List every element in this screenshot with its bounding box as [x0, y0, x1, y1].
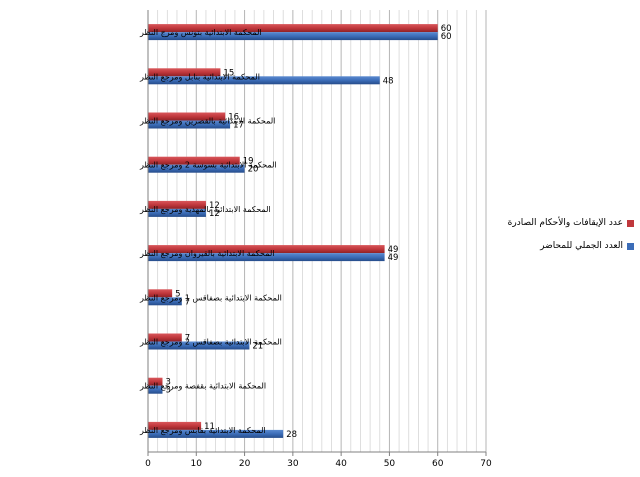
legend-swatch-red	[627, 219, 634, 227]
data-label: 21	[252, 342, 263, 352]
category-label: المحكمة الابتدائية بصفاقس 2 ومرجع النظر	[139, 338, 282, 347]
category-label: المحكمة الابتدائية بنابل ومرجع النظر	[139, 72, 260, 81]
bar-red-9	[148, 421, 202, 430]
bar-blue-2	[148, 120, 231, 129]
bar-red-8	[148, 377, 163, 386]
data-label: 20	[248, 165, 259, 175]
x-tick-label: 10	[191, 459, 203, 469]
data-label: 49	[388, 253, 399, 263]
data-label: 49	[388, 245, 399, 255]
data-label: 16	[228, 113, 239, 123]
bar-blue-5	[148, 253, 385, 262]
data-label: 28	[286, 430, 297, 440]
legend-swatch-blue	[627, 242, 634, 250]
bar-red-3	[148, 156, 240, 165]
bar-blue-3	[148, 164, 245, 173]
x-tick-label: 40	[335, 459, 347, 469]
data-label: 17	[233, 121, 244, 131]
legend-label-series-0: عدد الإيقافات والأحكام الصادرة	[507, 218, 623, 228]
bar-red-5	[148, 245, 385, 254]
category-label: المحكمة الابتدائية بقابس ومرجع النظر	[139, 426, 266, 435]
bar-red-1	[148, 68, 221, 77]
data-label: 12	[209, 201, 220, 211]
bar-blue-6	[148, 297, 182, 306]
bar-blue-1	[148, 76, 380, 85]
bar-blue-4	[148, 208, 206, 217]
data-label: 48	[383, 76, 394, 86]
x-tick-label: 70	[480, 459, 492, 469]
bar-blue-9	[148, 429, 284, 438]
category-label: المحكمة الابتدائية بالقصرين ومرجع النظر	[139, 117, 275, 126]
category-label: المحكمة الابتدائية بتونس ومرج النظر	[139, 28, 262, 37]
category-label: المحكمة الابتدائية بسوسة 2 ومرجع النظر	[139, 161, 277, 170]
x-tick-label: 0	[145, 459, 151, 469]
data-label: 19	[243, 157, 254, 167]
bar-blue-8	[148, 385, 163, 394]
x-tick-label: 20	[239, 459, 251, 469]
bar-red-2	[148, 112, 226, 121]
bar-blue-7	[148, 341, 250, 350]
bar-red-7	[148, 333, 182, 342]
data-label: 60	[441, 24, 452, 34]
bar-blue-0	[148, 32, 438, 41]
category-label: المحكمة الابتدائية بقفصة ومرجع النظر	[139, 382, 266, 391]
bar-red-0	[148, 24, 438, 33]
data-label: 60	[441, 32, 452, 42]
legend: عدد الإيقافات والأحكام الصادرة العدد الج…	[506, 218, 634, 264]
data-label: 15	[223, 68, 234, 78]
x-tick-label: 50	[384, 459, 396, 469]
data-label: 7	[185, 297, 190, 307]
category-label: المحكمة الابتدائية بصفاقس 1 ومرجع النظر	[139, 293, 282, 302]
category-labels: المحكمة الابتدائية بتونس ومرج النظر المحك…	[139, 28, 282, 435]
data-label: 5	[175, 289, 180, 299]
legend-label-series-1: العدد الجملي للمحاضر	[540, 241, 623, 251]
bar-red-4	[148, 200, 206, 209]
data-label: 12	[209, 209, 220, 219]
category-label: المحكمة الابتدائية بالقيروان ومرجع النظر	[139, 249, 274, 258]
x-tick-label: 30	[287, 459, 299, 469]
bar-red-6	[148, 289, 173, 298]
legend-item-series-0: عدد الإيقافات والأحكام الصادرة	[506, 218, 634, 228]
data-label: 3	[165, 378, 170, 388]
data-label: 11	[204, 422, 215, 432]
x-tick-label: 60	[432, 459, 444, 469]
legend-item-series-1: العدد الجملي للمحاضر	[506, 241, 634, 251]
data-label: 3	[165, 386, 170, 396]
category-label: المحكمة الابتدائية بالمهدية ومرجع النظر	[139, 205, 271, 214]
x-axis: 0 10 20 30 40 50 60 70	[145, 10, 492, 469]
data-label: 7	[185, 334, 190, 344]
